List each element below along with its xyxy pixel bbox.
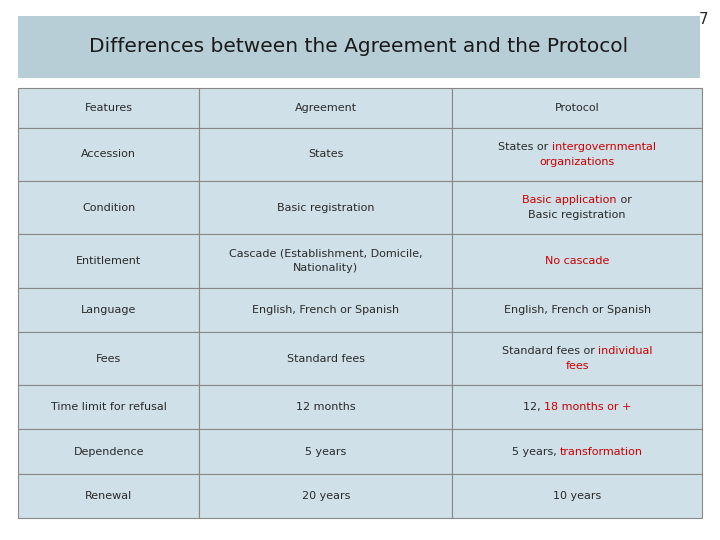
FancyBboxPatch shape: [199, 288, 452, 332]
Text: States: States: [308, 150, 343, 159]
Text: Entitlement: Entitlement: [76, 256, 141, 266]
FancyBboxPatch shape: [18, 88, 199, 128]
FancyBboxPatch shape: [199, 181, 452, 234]
Text: Time limit for refusal: Time limit for refusal: [50, 402, 166, 413]
Text: Fees: Fees: [96, 354, 121, 363]
Text: Basic registration: Basic registration: [528, 210, 626, 220]
Text: 10 years: 10 years: [553, 491, 601, 501]
Text: Features: Features: [85, 103, 132, 113]
FancyBboxPatch shape: [18, 181, 199, 234]
FancyBboxPatch shape: [18, 429, 199, 474]
Text: Dependence: Dependence: [73, 447, 144, 457]
Text: or: or: [617, 195, 632, 205]
FancyBboxPatch shape: [452, 474, 702, 518]
Text: Agreement: Agreement: [294, 103, 357, 113]
FancyBboxPatch shape: [18, 474, 199, 518]
FancyBboxPatch shape: [452, 128, 702, 181]
Text: transformation: transformation: [559, 447, 643, 457]
Text: 18 months or +: 18 months or +: [544, 402, 631, 413]
Text: English, French or Spanish: English, French or Spanish: [503, 305, 651, 315]
Text: No cascade: No cascade: [545, 256, 609, 266]
Text: Differences between the Agreement and the Protocol: Differences between the Agreement and th…: [89, 37, 629, 57]
Text: Cascade (Establishment, Domicile,: Cascade (Establishment, Domicile,: [229, 248, 423, 259]
Text: Standard fees or: Standard fees or: [502, 346, 598, 356]
Text: Protocol: Protocol: [555, 103, 600, 113]
FancyBboxPatch shape: [452, 234, 702, 288]
FancyBboxPatch shape: [199, 88, 452, 128]
FancyBboxPatch shape: [199, 385, 452, 429]
FancyBboxPatch shape: [18, 128, 199, 181]
FancyBboxPatch shape: [18, 234, 199, 288]
Text: intergovernmental: intergovernmental: [552, 142, 656, 152]
Text: 5 years: 5 years: [305, 447, 346, 457]
Text: Basic registration: Basic registration: [277, 202, 374, 213]
Text: 7: 7: [698, 12, 708, 27]
Text: fees: fees: [565, 361, 589, 371]
Text: Nationality): Nationality): [293, 264, 359, 273]
FancyBboxPatch shape: [452, 332, 702, 385]
Text: Standard fees: Standard fees: [287, 354, 365, 363]
FancyBboxPatch shape: [199, 128, 452, 181]
FancyBboxPatch shape: [199, 429, 452, 474]
FancyBboxPatch shape: [452, 288, 702, 332]
Text: English, French or Spanish: English, French or Spanish: [252, 305, 400, 315]
FancyBboxPatch shape: [18, 332, 199, 385]
FancyBboxPatch shape: [18, 16, 700, 78]
FancyBboxPatch shape: [199, 332, 452, 385]
FancyBboxPatch shape: [452, 88, 702, 128]
FancyBboxPatch shape: [452, 181, 702, 234]
Text: States or: States or: [498, 142, 552, 152]
FancyBboxPatch shape: [18, 385, 199, 429]
FancyBboxPatch shape: [199, 234, 452, 288]
FancyBboxPatch shape: [452, 429, 702, 474]
FancyBboxPatch shape: [452, 385, 702, 429]
Text: 5 years,: 5 years,: [511, 447, 559, 457]
FancyBboxPatch shape: [18, 288, 199, 332]
Text: Basic application: Basic application: [523, 195, 617, 205]
Text: 12,: 12,: [523, 402, 544, 413]
Text: Language: Language: [81, 305, 136, 315]
Text: Renewal: Renewal: [85, 491, 132, 501]
Text: Condition: Condition: [82, 202, 135, 213]
Text: Accession: Accession: [81, 150, 136, 159]
Text: 12 months: 12 months: [296, 402, 356, 413]
Text: organizations: organizations: [539, 157, 615, 167]
Text: 20 years: 20 years: [302, 491, 350, 501]
Text: individual: individual: [598, 346, 652, 356]
FancyBboxPatch shape: [199, 474, 452, 518]
